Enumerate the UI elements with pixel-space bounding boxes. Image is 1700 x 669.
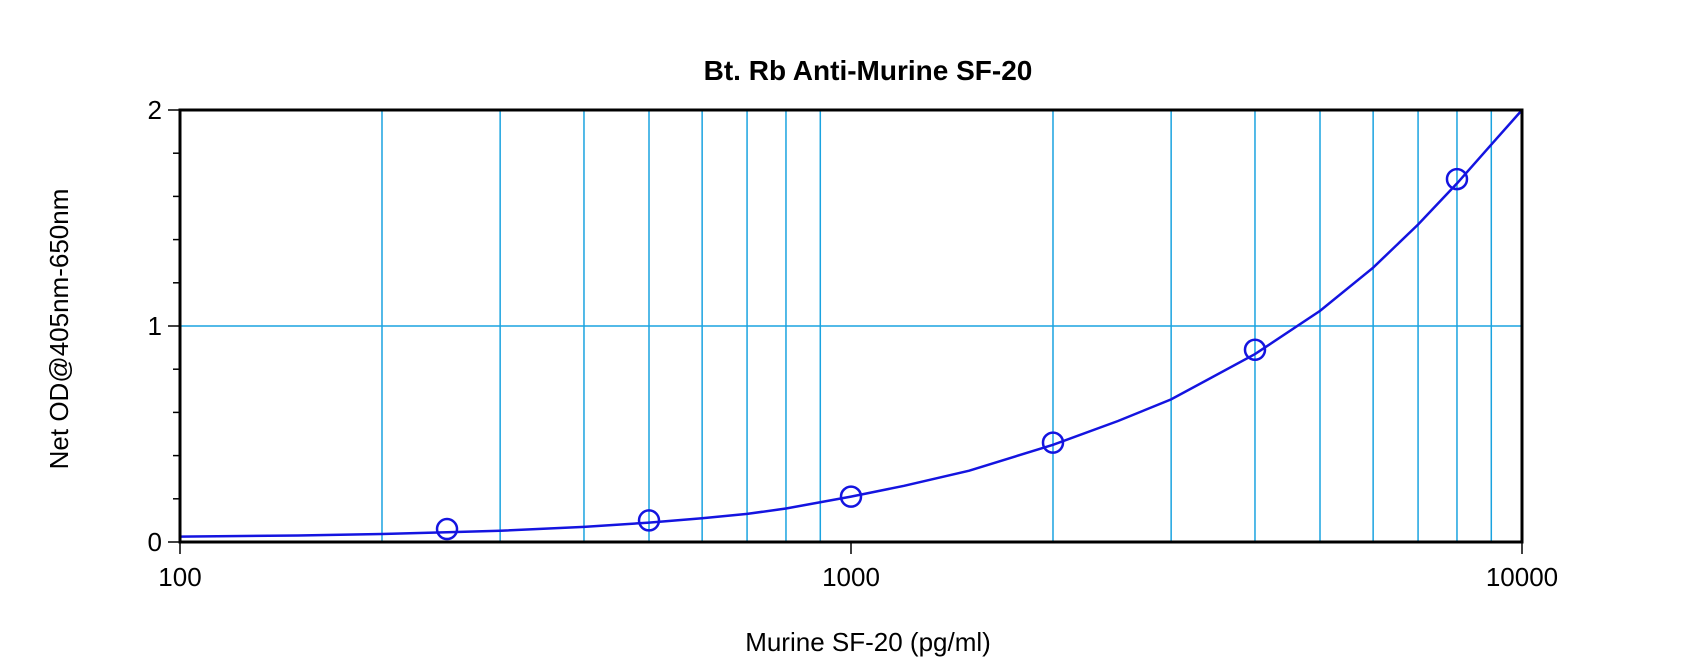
- x-tick-label: 1000: [822, 562, 880, 592]
- data-point: [1243, 338, 1267, 362]
- tick-labels: 0 1 2 100 1000 10000: [148, 95, 1559, 592]
- data-point: [839, 485, 863, 508]
- data-point: [637, 509, 661, 532]
- fit-curve: [179, 109, 1523, 538]
- data-point: [1445, 167, 1469, 191]
- data-points: [435, 167, 1469, 541]
- x-tick-label: 10000: [1486, 562, 1558, 592]
- data-point: [1041, 431, 1065, 454]
- y-axis-label: Net OD@405nm-650nm: [44, 189, 74, 470]
- chart-title: Bt. Rb Anti-Murine SF-20: [704, 55, 1033, 86]
- data-point: [435, 517, 459, 541]
- y-tick-label: 0: [148, 527, 162, 557]
- x-axis-label: Murine SF-20 (pg/ml): [745, 627, 991, 657]
- y-tick-label: 2: [148, 95, 162, 125]
- plot-frame: [178, 108, 1524, 544]
- gridlines: [180, 110, 1522, 542]
- y-tick-label: 1: [148, 311, 162, 341]
- x-tick-label: 100: [158, 562, 201, 592]
